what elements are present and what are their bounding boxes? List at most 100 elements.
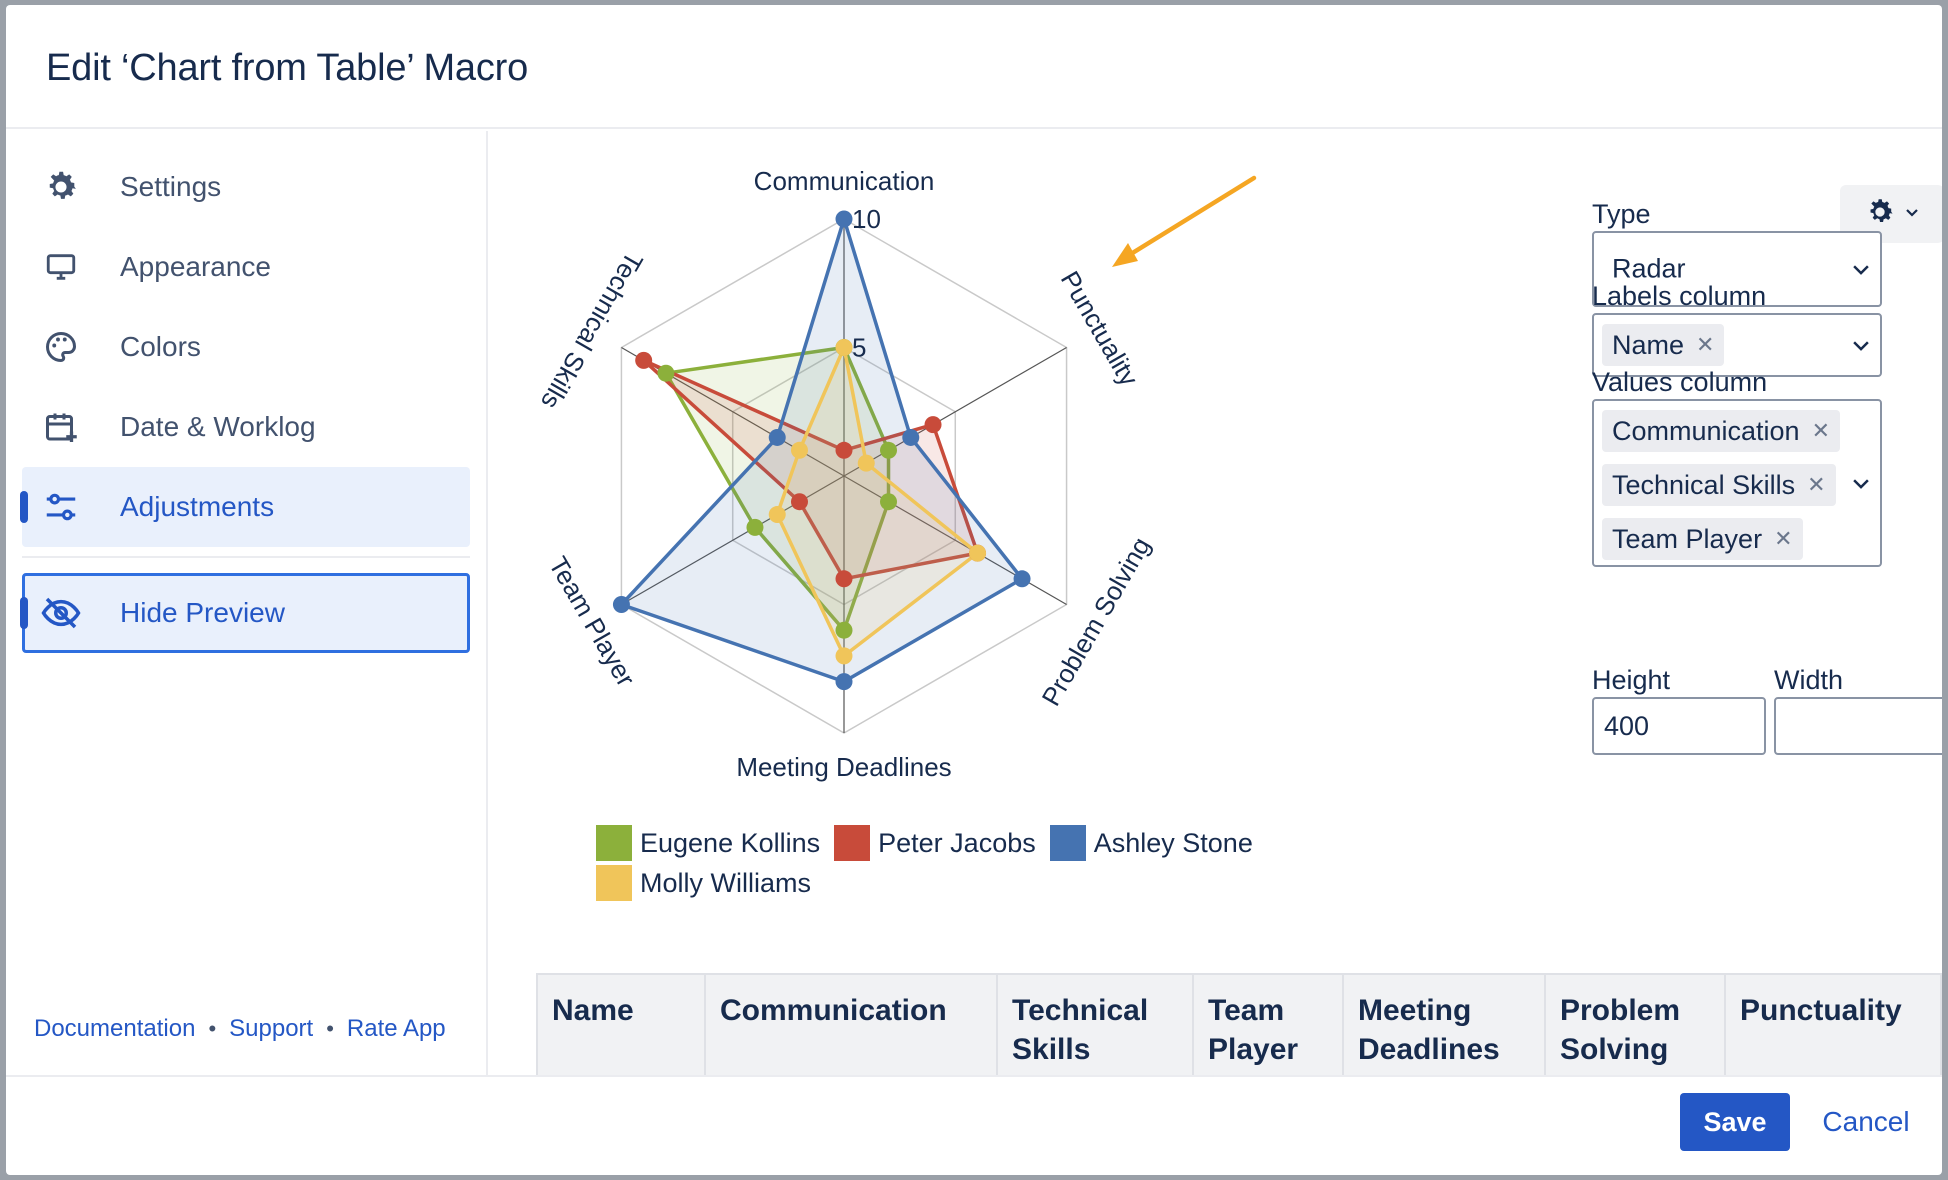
radar-axis-label: Punctuality bbox=[1055, 266, 1145, 391]
sidebar-item-label: Colors bbox=[120, 331, 201, 362]
eye-slash-icon bbox=[38, 590, 84, 636]
data-point bbox=[880, 441, 898, 459]
data-point bbox=[835, 210, 853, 228]
height-input[interactable]: 400 bbox=[1592, 697, 1766, 755]
radar-axis-line bbox=[621, 475, 845, 606]
legend-label: Eugene Kollins bbox=[640, 827, 821, 858]
labels-column-label: Labels column bbox=[1592, 281, 1767, 311]
dialog-header: Edit ‘Chart from Table’ Macro bbox=[6, 5, 1942, 129]
radar-tick-label: 5 bbox=[852, 333, 866, 363]
values-column-tag[interactable]: Team Player ✕ bbox=[1602, 518, 1803, 560]
legend-item[interactable]: Peter Jacobs bbox=[834, 823, 1036, 863]
gear-icon bbox=[38, 164, 84, 210]
sidebar-item-adjustments[interactable]: Adjustments bbox=[20, 467, 470, 547]
data-point bbox=[768, 428, 786, 446]
data-point bbox=[857, 454, 875, 472]
height-label: Height bbox=[1592, 665, 1671, 695]
calendar-plus-icon bbox=[38, 404, 84, 450]
legend-item[interactable]: Ashley Stone bbox=[1049, 823, 1253, 863]
radar-axis-label: Meeting Deadlines bbox=[736, 752, 951, 782]
width-input[interactable] bbox=[1774, 697, 1942, 755]
radar-axis-label: Problem Solving bbox=[1036, 532, 1157, 711]
type-label: Type bbox=[1592, 199, 1651, 229]
data-point bbox=[835, 441, 853, 459]
data-point bbox=[790, 493, 808, 511]
support-link[interactable]: Support bbox=[229, 1015, 314, 1042]
macro-dialog: Edit ‘Chart from Table’ Macro Settings A… bbox=[6, 5, 1942, 1175]
data-point bbox=[657, 364, 675, 382]
sidebar-item-appearance[interactable]: Appearance bbox=[22, 227, 470, 307]
values-column-tag[interactable]: Technical Skills ✕ bbox=[1602, 464, 1836, 506]
gear-icon bbox=[1864, 196, 1896, 233]
column-header-team-player: Team Player bbox=[1192, 973, 1344, 1075]
legend-swatch bbox=[596, 865, 632, 901]
legend-label: Peter Jacobs bbox=[878, 827, 1036, 858]
remove-tag-icon[interactable]: ✕ bbox=[1811, 418, 1831, 443]
rate-app-link[interactable]: Rate App bbox=[346, 1015, 446, 1042]
sidebar-item-label: Settings bbox=[120, 171, 222, 202]
type-select-value: Radar bbox=[1612, 253, 1686, 284]
labels-column-tag[interactable]: Name ✕ bbox=[1602, 324, 1725, 366]
save-button[interactable]: Save bbox=[1680, 1093, 1790, 1151]
sliders-icon bbox=[38, 484, 84, 530]
legend-label: Ashley Stone bbox=[1093, 827, 1253, 858]
data-point bbox=[835, 570, 853, 588]
radar-axis-label: Team Player bbox=[543, 551, 641, 691]
sidebar-footer-links: Documentation • Support • Rate App bbox=[34, 1015, 446, 1043]
chart-legend: Eugene Kollins Peter Jacobs Ashley Stone Mo… bbox=[596, 823, 1316, 903]
remove-tag-icon[interactable]: ✕ bbox=[1696, 332, 1715, 357]
values-column-select[interactable]: Communication ✕ Technical Skills ✕ Team … bbox=[1592, 399, 1882, 567]
sidebar-item-label: Appearance bbox=[120, 251, 272, 282]
legend-swatch bbox=[834, 825, 871, 861]
dialog-title: Edit ‘Chart from Table’ Macro bbox=[46, 47, 529, 89]
data-table: Name Communication Technical Skills Team… bbox=[536, 973, 1942, 1075]
radar-axis-label: Technical Skills bbox=[535, 247, 649, 415]
data-point bbox=[635, 351, 653, 369]
sidebar-item-colors[interactable]: Colors bbox=[22, 307, 470, 387]
data-point bbox=[746, 518, 764, 536]
legend-label: Molly Williams bbox=[640, 867, 811, 898]
tag-label: Name bbox=[1612, 329, 1685, 360]
legend-swatch bbox=[1049, 825, 1086, 861]
legend-item[interactable]: Eugene Kollins bbox=[596, 823, 820, 863]
monitor-icon bbox=[38, 244, 84, 290]
remove-tag-icon[interactable]: ✕ bbox=[1807, 472, 1826, 497]
data-point bbox=[612, 596, 630, 613]
hide-preview-label: Hide Preview bbox=[120, 597, 285, 628]
palette-icon bbox=[38, 324, 84, 370]
radar-chart: 5 10 Communication Punctuality Problem Solvi… bbox=[535, 166, 1257, 782]
sidebar-item-label: Date & Worklog bbox=[120, 411, 316, 442]
documentation-link[interactable]: Documentation bbox=[34, 1015, 196, 1042]
data-point bbox=[1013, 570, 1031, 588]
sidebar: Settings Appearance Colors Date & Worklo… bbox=[6, 131, 488, 1075]
cancel-button[interactable]: Cancel bbox=[1822, 1106, 1910, 1137]
values-column-label: Values column bbox=[1592, 367, 1768, 397]
values-column-tag[interactable]: Communication ✕ bbox=[1602, 410, 1841, 452]
legend-item[interactable]: Molly Williams bbox=[596, 863, 811, 903]
hide-preview-button[interactable]: Hide Preview bbox=[20, 573, 470, 653]
data-point bbox=[835, 339, 853, 356]
sidebar-item-date-worklog[interactable]: Date & Worklog bbox=[22, 387, 470, 467]
width-label: Width bbox=[1774, 665, 1844, 695]
legend-swatch bbox=[596, 825, 632, 861]
separator-dot: • bbox=[326, 1016, 334, 1041]
sidebar-divider bbox=[22, 556, 470, 558]
dialog-footer: Save Cancel bbox=[6, 1075, 1942, 1175]
sidebar-item-settings[interactable]: Settings bbox=[22, 147, 470, 227]
annotation-arrow bbox=[1123, 175, 1257, 260]
column-header-name: Name bbox=[536, 973, 706, 1075]
annotation-arrowhead bbox=[1112, 243, 1138, 267]
radar-axis-label: Communication bbox=[754, 166, 935, 196]
data-point bbox=[835, 647, 853, 665]
chevron-down-icon bbox=[1850, 472, 1872, 499]
tag-label: Team Player bbox=[1612, 523, 1763, 554]
data-point bbox=[790, 441, 808, 459]
labels-column-select[interactable]: Name ✕ bbox=[1592, 313, 1882, 377]
type-select[interactable]: Radar bbox=[1592, 231, 1882, 307]
tag-label: Technical Skills bbox=[1612, 469, 1796, 500]
separator-dot: • bbox=[208, 1016, 217, 1041]
remove-tag-icon[interactable]: ✕ bbox=[1774, 526, 1793, 551]
data-point bbox=[835, 621, 853, 639]
radar-axis-line bbox=[843, 475, 1067, 606]
chevron-down-icon bbox=[1850, 334, 1872, 361]
